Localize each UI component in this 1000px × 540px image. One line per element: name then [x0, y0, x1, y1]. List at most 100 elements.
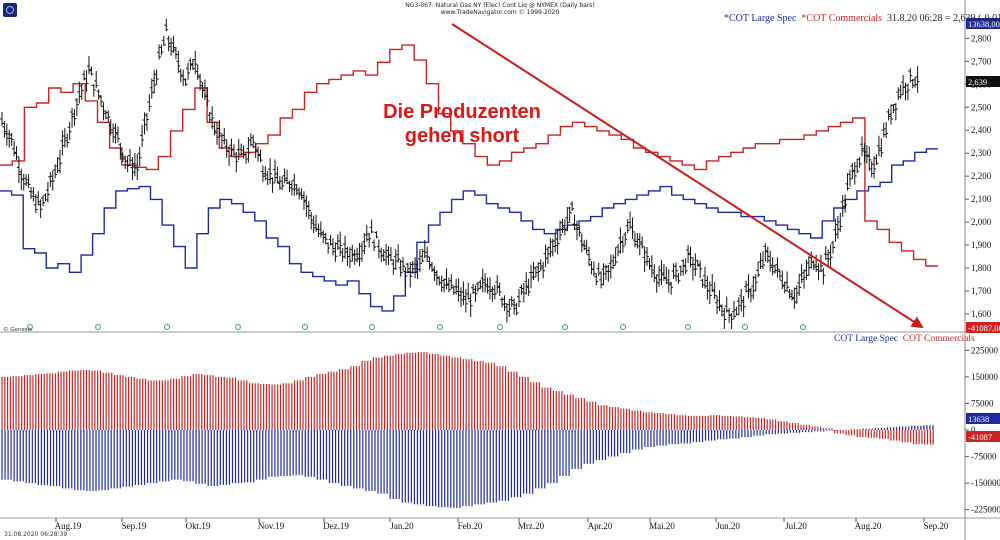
- price-bar: [594, 273, 599, 286]
- price-bar: [478, 279, 483, 290]
- price-bar: [72, 109, 77, 126]
- price-bar: [613, 247, 618, 266]
- price-bar: [115, 126, 120, 143]
- price-axis-tick-label: 2,500: [971, 102, 992, 112]
- price-bar: [473, 285, 478, 302]
- price-bar: [420, 248, 425, 263]
- price-bar: [700, 279, 705, 288]
- price-bar: [171, 35, 176, 53]
- price-bar: [724, 296, 729, 313]
- price-bar: [439, 275, 444, 292]
- price-bar: [234, 151, 239, 173]
- price-bar: [149, 78, 154, 99]
- price-bar: [562, 219, 567, 236]
- price-bar: [157, 44, 162, 60]
- price-bar: [367, 232, 372, 248]
- tag-commercials-bg: [966, 322, 1000, 333]
- price-bar: [444, 268, 449, 290]
- price-bar: [828, 244, 833, 269]
- price-bar: [500, 297, 505, 308]
- price-bar: [466, 282, 471, 300]
- price-bar: [553, 232, 558, 253]
- price-bar: [248, 133, 253, 147]
- price-bar: [108, 119, 113, 136]
- cot-axis-tick-label: -150000: [971, 478, 1000, 488]
- genesis-label: © Genesis: [3, 327, 33, 333]
- price-bar: [657, 265, 662, 287]
- price-bar: [905, 83, 910, 101]
- price-bar: [275, 166, 280, 184]
- price-bar: [475, 281, 480, 292]
- price-bar: [437, 276, 442, 286]
- price-bar: [260, 165, 265, 183]
- price-bar: [422, 240, 427, 259]
- date-axis-label: Nov.19: [258, 521, 285, 531]
- price-axis-tick-label: 1,800: [971, 263, 992, 273]
- price-bar: [94, 71, 99, 89]
- price-bar: [350, 244, 355, 262]
- event-marker-icon: [164, 324, 170, 330]
- cot-axis-tick-label: 150000: [971, 372, 999, 382]
- price-bar: [309, 211, 314, 230]
- price-bar: [446, 277, 451, 293]
- price-bar: [106, 110, 111, 123]
- price-bar: [396, 244, 401, 263]
- price-bar: [507, 299, 512, 317]
- price-bar: [0, 111, 4, 126]
- price-bar: [154, 69, 159, 85]
- price-bar: [727, 308, 732, 323]
- price-bar: [678, 265, 683, 276]
- price-bar: [198, 73, 203, 91]
- price-bar: [765, 246, 770, 264]
- price-bar: [603, 264, 608, 280]
- price-bar: [896, 87, 901, 100]
- price-bar: [364, 225, 369, 242]
- price-bar: [379, 247, 384, 263]
- price-bar: [867, 146, 872, 172]
- price-bar: [89, 66, 94, 76]
- price-bar: [256, 146, 261, 162]
- price-bar: [323, 232, 328, 245]
- price-bar: [860, 136, 865, 157]
- tag-price: 2,639: [968, 77, 987, 87]
- price-bar: [352, 249, 357, 265]
- price-axis-tick-label: 2,700: [971, 56, 992, 66]
- date-axis-label: Jul.20: [785, 521, 807, 531]
- cot-axis-tick-label: 225000: [971, 345, 999, 355]
- price-bar: [28, 187, 33, 199]
- price-bar: [152, 70, 157, 94]
- price-bar: [333, 242, 338, 262]
- price-bar: [99, 95, 104, 107]
- price-bar: [128, 149, 133, 166]
- legend-readout: 31.8.20 06:28 = 2,639 (-0,018): [887, 13, 1000, 24]
- price-axis-tick-label: 1,600: [971, 309, 992, 319]
- legend-lower: COT Large Spec COT Commercials: [834, 334, 975, 344]
- price-bar: [910, 78, 915, 89]
- price-bar: [415, 260, 420, 279]
- price-bar: [306, 201, 311, 220]
- price-bar: [357, 242, 362, 267]
- price-bar: [231, 144, 236, 157]
- price-bar: [855, 158, 860, 174]
- price-bar: [137, 146, 142, 167]
- price-bar: [459, 287, 463, 307]
- price-bar: [36, 191, 41, 206]
- tag-commercials: -41087,000: [968, 323, 1000, 333]
- price-bar: [707, 281, 712, 305]
- price-bar: [130, 157, 135, 181]
- price-axis-tick-label: 2,100: [971, 194, 992, 204]
- price-bar: [449, 274, 454, 290]
- price-bar: [65, 133, 70, 148]
- price-bar: [86, 55, 91, 75]
- large-spec-line: [0, 148, 938, 312]
- price-bar: [794, 285, 799, 304]
- legend-lower-commercials: COT Commercials: [902, 334, 975, 344]
- price-bar: [891, 104, 896, 114]
- price-bar: [664, 266, 669, 285]
- price-bar: [763, 243, 768, 262]
- price-bar: [169, 37, 174, 56]
- price-bar: [227, 146, 232, 166]
- price-bars: [0, 18, 920, 330]
- price-bar: [823, 245, 828, 260]
- date-axis-label: Sep.19: [122, 521, 147, 531]
